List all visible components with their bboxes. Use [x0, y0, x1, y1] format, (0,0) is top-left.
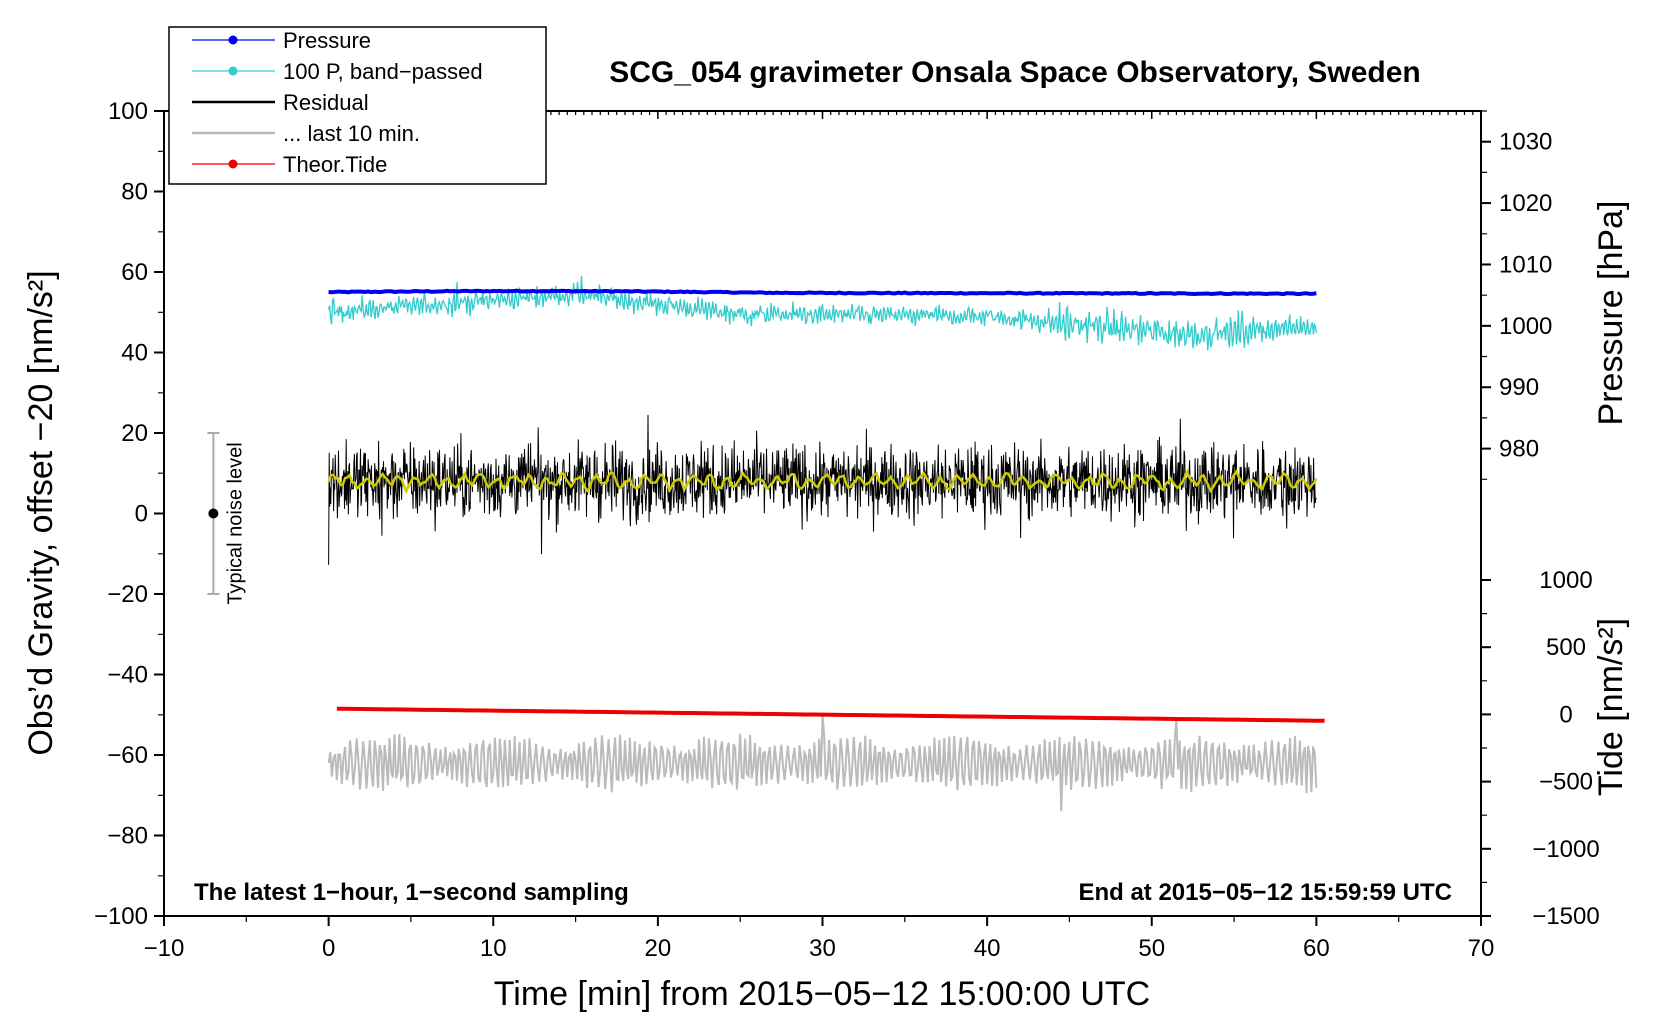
- x-tick-label-4: 30: [809, 935, 836, 962]
- y-left-axis-label: Obs’d Gravity, offset −20 [nm/s²]: [22, 270, 60, 755]
- x-tick-label-8: 70: [1468, 935, 1495, 962]
- plot-area: [163, 110, 1482, 917]
- x-tick-label-5: 40: [974, 935, 1001, 962]
- legend-label-1: 100 P, band−passed: [283, 59, 483, 84]
- legend-label-4: Theor.Tide: [283, 152, 387, 177]
- legend: Pressure 100 P, band−passed Residual ... la…: [168, 26, 547, 185]
- series-line-pressure: [328, 288, 1317, 297]
- y-pressure-axis-ticks: 1030 1020 1010 1000 990 980: [1481, 129, 1552, 463]
- x-tick-label-1: 0: [322, 935, 335, 962]
- legend-label-0: Pressure: [283, 28, 371, 53]
- y-left-tick-label-3: 40: [121, 340, 148, 367]
- series-line-residual: [328, 414, 1317, 565]
- y-pressure-tick-label-1: 1020: [1499, 190, 1552, 217]
- y-left-axis-ticks: 100 80 60 40 20 0 −20 −40 −60 −80 −100: [94, 98, 164, 930]
- y-left-tick-label-6: −20: [107, 581, 148, 608]
- y-tide-tick-label-1: 500: [1546, 634, 1586, 661]
- y-tide-tick-label-5: −1500: [1532, 903, 1599, 930]
- series-line-100p-band-passed: [327, 275, 1318, 351]
- y-left-tick-label-5: 0: [135, 501, 148, 528]
- end-time-annotation: End at 2015−05−12 15:59:59 UTC: [1078, 879, 1452, 906]
- series-line-residual-smoothed: [327, 468, 1318, 495]
- y-left-tick-label-9: −80: [107, 823, 148, 850]
- y-left-tick-label-8: −60: [107, 742, 148, 769]
- y-pressure-axis-label: Pressure [hPa]: [1592, 201, 1630, 426]
- y-left-tick-label-1: 80: [121, 179, 148, 206]
- x-axis-ticks: −10 0 10 20 30 40 50 60 70: [144, 111, 1495, 962]
- legend-marker-0: [228, 35, 238, 45]
- legend-marker-4: [228, 159, 238, 169]
- y-pressure-tick-label-3: 1000: [1499, 313, 1552, 340]
- y-tide-tick-label-0: 1000: [1539, 567, 1592, 594]
- noise-level-label: Typical noise level: [224, 442, 246, 604]
- series-line-theor-tide: [336, 706, 1325, 723]
- y-left-tick-label-2: 60: [121, 259, 148, 286]
- x-tick-label-6: 50: [1138, 935, 1165, 962]
- y-pressure-tick-label-5: 980: [1499, 436, 1539, 463]
- y-pressure-tick-label-2: 1010: [1499, 251, 1552, 278]
- sampling-annotation: The latest 1−hour, 1−second sampling: [194, 879, 629, 906]
- y-tide-tick-label-3: −500: [1539, 769, 1593, 796]
- chart-title: SCG_054 gravimeter Onsala Space Observat…: [609, 56, 1421, 89]
- series-layer: [327, 275, 1325, 812]
- x-tick-label-0: −10: [144, 935, 185, 962]
- series-line-last-10-min: [327, 714, 1318, 812]
- y-left-tick-label-10: −100: [94, 903, 148, 930]
- y-left-tick-label-0: 100: [108, 98, 148, 125]
- y-tide-axis-ticks: 1000 500 0 −500 −1000 −1500: [1481, 567, 1600, 930]
- legend-box: [168, 26, 547, 185]
- x-tick-label-2: 10: [480, 935, 507, 962]
- y-tide-tick-label-2: 0: [1559, 701, 1572, 728]
- x-tick-label-7: 60: [1303, 935, 1330, 962]
- y-pressure-tick-label-0: 1030: [1499, 129, 1552, 156]
- y-left-tick-label-7: −40: [107, 662, 148, 689]
- y-tide-axis-label: Tide [nm/s²]: [1592, 618, 1630, 796]
- y-left-tick-label-4: 20: [121, 420, 148, 447]
- typical-noise-level: Typical noise level: [207, 432, 246, 605]
- legend-label-2: Residual: [283, 90, 369, 115]
- x-tick-label-3: 20: [645, 935, 672, 962]
- legend-label-3: ... last 10 min.: [283, 121, 420, 146]
- y-tide-tick-label-4: −1000: [1532, 836, 1599, 863]
- y-pressure-tick-label-4: 990: [1499, 374, 1539, 401]
- noise-center-dot: [208, 508, 219, 519]
- x-axis-label: Time [min] from 2015−05−12 15:00:00 UTC: [494, 975, 1150, 1013]
- legend-marker-1: [228, 66, 238, 76]
